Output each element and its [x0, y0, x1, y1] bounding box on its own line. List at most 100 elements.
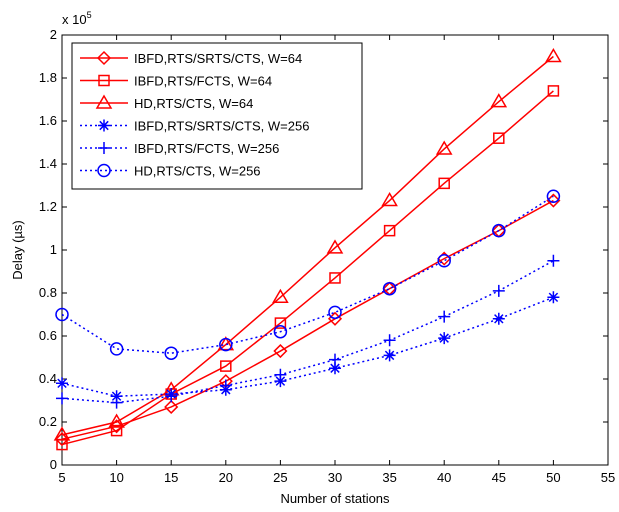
- x-tick-label: 35: [382, 470, 396, 485]
- data-point: [56, 392, 68, 405]
- data-point: [383, 224, 396, 237]
- y-tick-label: 0: [50, 457, 57, 472]
- legend: IBFD,RTS/SRTS/CTS, W=64 IBFD,RTS/FCTS, W=…: [71, 42, 363, 190]
- data-point: [326, 239, 344, 254]
- data-point: [274, 368, 287, 381]
- series-layer: [53, 48, 562, 451]
- series-line: [61, 260, 554, 404]
- data-point: [56, 377, 68, 390]
- legend-item-5: IBFD,RTS/FCTS, W=256: [80, 141, 279, 156]
- data-point: [329, 272, 341, 284]
- legend-item-4: IBFD,RTS/SRTS/CTS, W=256: [80, 119, 309, 134]
- data-point: [272, 288, 289, 304]
- y-tick-label: 1.6: [39, 113, 57, 128]
- x-axis-label: Number of stations: [280, 491, 390, 506]
- legend-marker: [98, 119, 110, 132]
- data-point: [164, 399, 179, 415]
- data-point: [274, 375, 287, 388]
- series-line: [61, 55, 554, 436]
- x-tick-label: 5: [58, 470, 65, 485]
- x-tick-label: 55: [601, 470, 615, 485]
- data-point: [219, 337, 233, 352]
- y-tick-label: 1.8: [39, 70, 57, 85]
- data-point: [493, 132, 505, 144]
- y-tick-label: 0.2: [39, 414, 57, 429]
- series-3: [53, 48, 562, 441]
- series-5: [56, 254, 560, 409]
- y-scale-label: x 105: [62, 10, 92, 27]
- y-tick-label: 1.2: [39, 199, 57, 214]
- y-tick-label: 1.4: [39, 156, 57, 171]
- data-point: [109, 419, 124, 434]
- series-6: [55, 189, 561, 360]
- data-point: [383, 334, 396, 347]
- x-tick-label: 45: [492, 470, 506, 485]
- data-point: [492, 223, 506, 238]
- legend-marker: [98, 142, 110, 154]
- data-point: [435, 140, 453, 155]
- y-tick-label: 0.4: [39, 371, 57, 386]
- data-point: [438, 310, 451, 323]
- data-point: [110, 396, 123, 409]
- legend-marker: [98, 74, 110, 87]
- y-axis-label: Delay (µs): [10, 220, 25, 280]
- x-tick-label: 40: [437, 470, 451, 485]
- legend-marker: [96, 50, 112, 66]
- data-point: [109, 342, 124, 356]
- data-point: [545, 48, 562, 63]
- legend-box: [71, 42, 363, 190]
- y-tick-label: 2: [50, 27, 57, 42]
- y-tick-label: 0.8: [39, 285, 57, 300]
- data-point: [547, 291, 560, 304]
- data-point: [53, 426, 71, 441]
- data-point: [437, 254, 451, 268]
- data-point: [547, 85, 560, 97]
- data-point: [381, 192, 398, 207]
- data-point: [217, 336, 235, 351]
- data-point: [329, 353, 341, 366]
- data-point: [546, 189, 561, 203]
- legend-item-3: HD,RTS/CTS, W=64: [80, 94, 253, 111]
- x-tick-label: 50: [546, 470, 560, 485]
- data-point: [274, 317, 287, 329]
- data-point: [54, 432, 70, 447]
- data-point: [164, 346, 178, 360]
- data-point: [492, 312, 505, 325]
- data-point: [220, 360, 232, 372]
- legend-item-2: IBFD,RTS/FCTS, W=64: [80, 74, 272, 89]
- data-point: [273, 324, 288, 339]
- legend-marker: [97, 163, 111, 178]
- y-tick-label: 0.6: [39, 328, 57, 343]
- data-point: [165, 390, 178, 403]
- data-point: [110, 390, 123, 403]
- data-point: [382, 281, 397, 296]
- legend-label: HD,RTS/CTS, W=256: [134, 164, 261, 179]
- data-point: [490, 93, 508, 108]
- axis-ticks: 5 10 15 20 25 30 35 40 45 50 55 0 0.2 0.4 0.6 0.8 1 1.2 1.…: [39, 27, 615, 485]
- data-point: [438, 332, 451, 345]
- legend-item-6: HD,RTS/CTS, W=256: [80, 164, 261, 179]
- y-tick-label: 1: [50, 242, 57, 257]
- legend-label: IBFD,RTS/SRTS/CTS, W=64: [134, 51, 302, 66]
- data-point: [492, 284, 505, 297]
- series-line: [61, 195, 554, 354]
- legend-label: IBFD,RTS/SRTS/CTS, W=256: [134, 119, 309, 134]
- x-tick-label: 25: [273, 470, 287, 485]
- x-tick-label: 30: [328, 470, 342, 485]
- data-point: [110, 424, 123, 437]
- series-line: [61, 199, 554, 440]
- data-point: [108, 413, 125, 428]
- legend-marker: [95, 94, 113, 109]
- data-point: [547, 254, 560, 267]
- legend-item-1: IBFD,RTS/SRTS/CTS, W=64: [80, 50, 302, 66]
- x-tick-label: 10: [109, 470, 123, 485]
- data-point: [55, 307, 69, 322]
- legend-label: IBFD,RTS/FCTS, W=256: [134, 141, 279, 156]
- data-point: [328, 305, 342, 320]
- data-point: [438, 177, 450, 190]
- series-line: [61, 90, 554, 446]
- x-tick-label: 20: [219, 470, 233, 485]
- data-point: [329, 362, 341, 375]
- data-point: [383, 349, 396, 362]
- data-point: [219, 379, 232, 392]
